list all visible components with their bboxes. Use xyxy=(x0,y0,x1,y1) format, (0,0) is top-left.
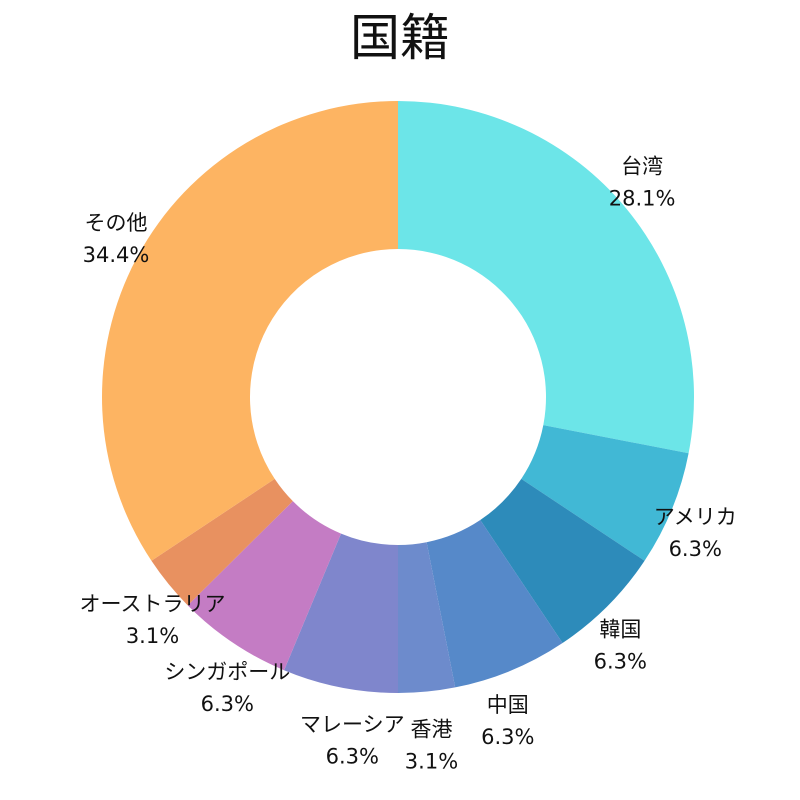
slice-label-4: 香港 xyxy=(410,717,452,741)
slice-label-8: その他 xyxy=(84,211,147,235)
slice-label-1: アメリカ xyxy=(654,505,737,529)
slice-8 xyxy=(102,101,398,561)
slice-2 xyxy=(480,478,645,644)
slice-percent-1: 6.3% xyxy=(669,537,722,561)
slice-label-2: 韓国 xyxy=(599,618,641,642)
slice-5 xyxy=(284,533,398,693)
slice-percent-4: 3.1% xyxy=(405,749,458,773)
slice-percent-7: 3.1% xyxy=(126,624,179,648)
slice-0 xyxy=(398,101,695,454)
slice-1 xyxy=(521,425,689,561)
slice-label-7: オーストラリア xyxy=(80,592,226,616)
slice-label-3: 中国 xyxy=(487,693,529,717)
slice-3 xyxy=(426,520,563,688)
slice-percent-5: 6.3% xyxy=(326,744,379,768)
slice-percent-0: 28.1% xyxy=(609,186,676,210)
labels-group: 台湾28.1%アメリカ6.3%韓国6.3%中国6.3%香港3.1%マレーシア6.… xyxy=(80,154,737,773)
slice-percent-3: 6.3% xyxy=(481,725,534,749)
slice-label-6: シンガポール xyxy=(164,660,290,684)
slices-group xyxy=(102,101,695,693)
slice-7 xyxy=(151,478,293,606)
slice-percent-6: 6.3% xyxy=(201,692,254,716)
slice-6 xyxy=(187,501,342,671)
slice-percent-2: 6.3% xyxy=(594,650,647,674)
chart-title: 国籍 xyxy=(350,9,450,67)
slice-label-5: マレーシア xyxy=(300,712,405,736)
slice-4 xyxy=(398,542,456,693)
slice-label-0: 台湾 xyxy=(621,154,663,178)
slice-percent-8: 34.4% xyxy=(83,243,150,267)
